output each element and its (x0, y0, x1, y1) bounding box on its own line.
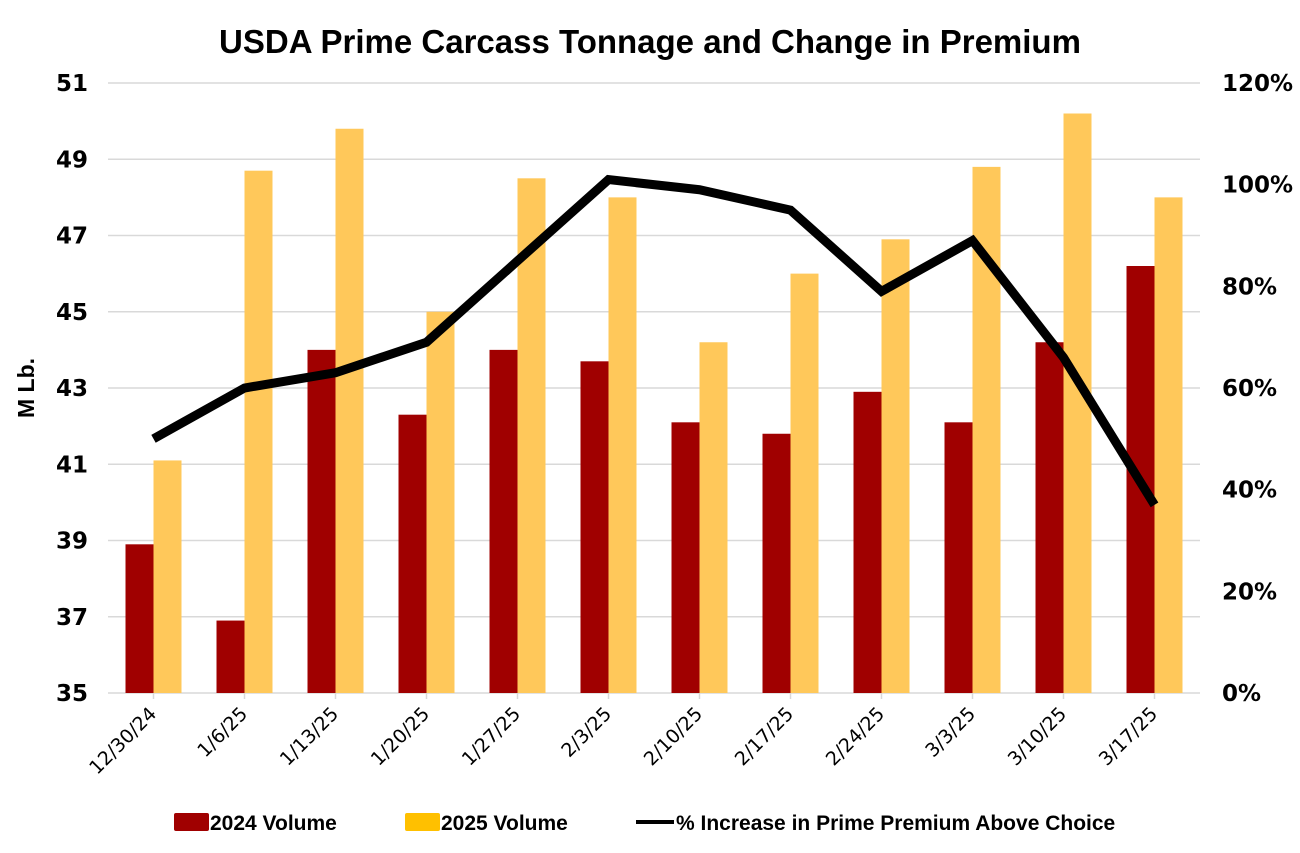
x-tick-label: 2/17/25 (731, 703, 798, 770)
x-tick-label: 1/20/25 (367, 703, 434, 770)
bar-2024-volume-1 (216, 620, 245, 693)
line-prime-premium (151, 174, 1159, 508)
y-axis-title: M Lb. (13, 358, 39, 418)
x-tick-label: 1/27/25 (458, 703, 525, 770)
y2-tick-label: 40% (1222, 478, 1277, 504)
x-tick-label: 3/3/25 (921, 703, 980, 762)
bar-2025-volume-6 (699, 342, 728, 693)
x-axis-ticks: 12/30/24 1/6/25 1/13/25 1/20/25 1/27/25 2/3/2… (85, 703, 1162, 779)
bar-2025-volume-5 (608, 197, 637, 693)
bar-2025-volume-11 (1154, 197, 1183, 693)
bar-2025-volume-8 (881, 239, 910, 693)
y2-tick-label: 100% (1222, 173, 1293, 199)
x-tick-label: 3/17/25 (1095, 703, 1162, 770)
legend: 2024 Volume 2025 Volume % Increase in Prim… (174, 812, 1115, 835)
bar-2024-volume-3 (398, 414, 427, 693)
x-tick-label: 2/10/25 (640, 703, 707, 770)
legend-swatch (405, 813, 440, 831)
bar-2024-volume-2 (307, 349, 336, 693)
y-tick-label: 51 (56, 71, 88, 97)
legend-2025-volume: 2025 Volume (405, 812, 568, 835)
bar-2024-volume-8 (853, 391, 882, 693)
y-tick-label: 37 (56, 605, 88, 631)
bar-2025-volume-1 (244, 170, 273, 693)
x-tick-marks (152, 693, 1156, 699)
y-axis-right-ticks: 0% 20% 40% 60% 80% 100% 120% (1222, 71, 1293, 707)
y-axis-left-ticks: 35 37 39 41 43 45 47 49 51 (56, 71, 88, 707)
y2-tick-label: 20% (1222, 579, 1277, 605)
y2-tick-label: 0% (1222, 681, 1261, 707)
bar-2025-volume-2 (335, 128, 364, 693)
bars (125, 113, 1183, 693)
x-tick-label: 2/3/25 (557, 703, 616, 762)
legend-prime-premium: % Increase in Prime Premium Above Choice (636, 812, 1115, 835)
bar-2024-volume-10 (1035, 342, 1064, 693)
chart-title: USDA Prime Carcass Tonnage and Change in… (219, 23, 1081, 60)
legend-2024-volume: 2024 Volume (174, 812, 337, 835)
x-tick-label: 2/24/25 (822, 703, 889, 770)
legend-swatch (174, 813, 209, 831)
x-tick-label: 12/30/24 (85, 703, 161, 779)
gridlines (108, 82, 1200, 694)
bar-2024-volume-5 (580, 361, 609, 693)
y2-tick-label: 60% (1222, 376, 1277, 402)
y-tick-label: 45 (56, 300, 88, 326)
y-tick-label: 41 (56, 452, 88, 478)
legend-label: % Increase in Prime Premium Above Choice (676, 812, 1115, 835)
y2-tick-label: 120% (1222, 71, 1293, 97)
x-tick-label: 1/6/25 (193, 703, 252, 762)
x-tick-label: 1/13/25 (276, 703, 343, 770)
bar-2024-volume-4 (489, 349, 518, 693)
y-tick-label: 47 (56, 224, 88, 250)
bar-2025-volume-0 (153, 460, 182, 693)
x-tick-label: 3/10/25 (1004, 703, 1071, 770)
y-tick-label: 39 (56, 529, 88, 555)
y-tick-label: 35 (56, 681, 88, 707)
y2-tick-label: 80% (1222, 274, 1277, 300)
bar-2025-volume-4 (517, 178, 546, 693)
bar-2025-volume-7 (790, 273, 819, 693)
legend-label: 2024 Volume (210, 812, 337, 835)
bar-2024-volume-9 (944, 422, 973, 693)
bar-2024-volume-6 (671, 422, 700, 693)
y-tick-label: 49 (56, 147, 88, 173)
bar-2025-volume-3 (426, 311, 455, 693)
bar-2024-volume-7 (762, 433, 791, 693)
bar-2024-volume-0 (125, 544, 154, 693)
legend-label: 2025 Volume (441, 812, 568, 835)
line-series (151, 174, 1159, 508)
y-tick-label: 43 (56, 376, 88, 402)
